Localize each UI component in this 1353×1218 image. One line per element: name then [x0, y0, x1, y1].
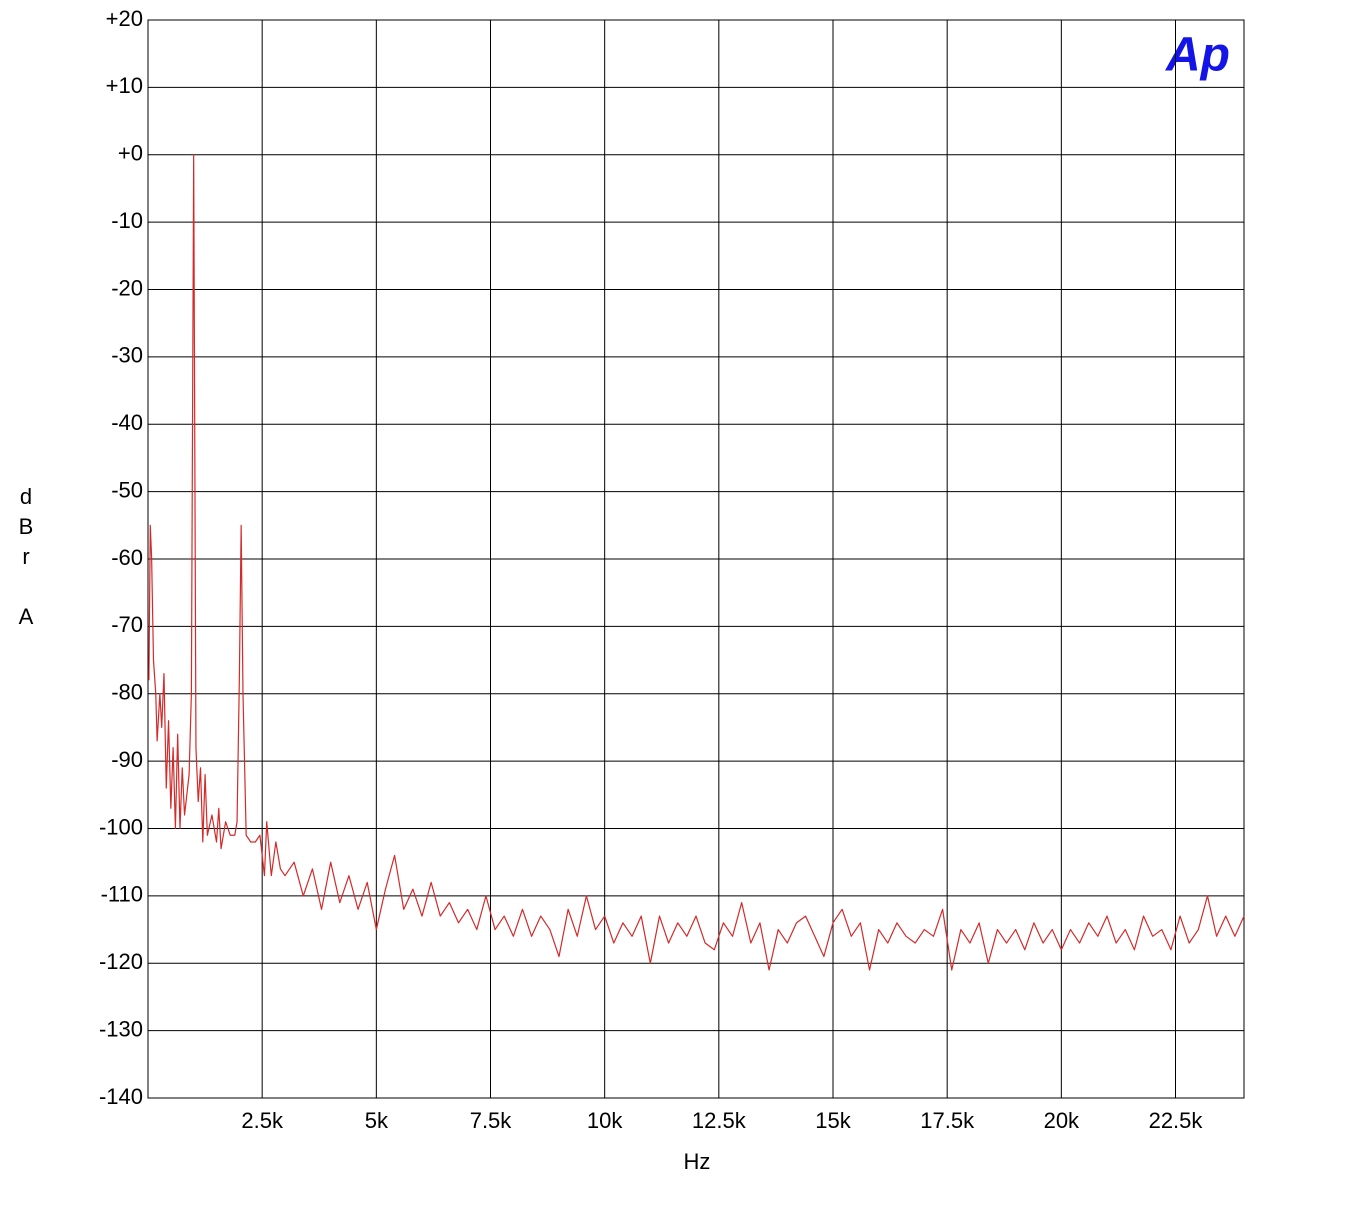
y-tick-label: -100 [99, 814, 143, 839]
y-tick-label: -20 [111, 275, 143, 300]
x-tick-label: 22.5k [1149, 1108, 1204, 1133]
y-tick-label: -70 [111, 612, 143, 637]
x-tick-label: 17.5k [920, 1108, 975, 1133]
y-tick-label: +10 [106, 73, 143, 98]
y-tick-label: -60 [111, 545, 143, 570]
x-tick-label: 7.5k [470, 1108, 513, 1133]
x-tick-label: 10k [587, 1108, 623, 1133]
logo: Ap [1165, 29, 1230, 82]
x-tick-label: 5k [365, 1108, 389, 1133]
y-tick-label: +0 [118, 141, 143, 166]
y-tick-label: -40 [111, 410, 143, 435]
y-tick-label: -30 [111, 343, 143, 368]
y-tick-label: -90 [111, 747, 143, 772]
y-tick-label: -140 [99, 1084, 143, 1109]
y-tick-label: -110 [101, 882, 143, 907]
x-axis-label: Hz [684, 1149, 711, 1174]
y-tick-label: -10 [111, 208, 143, 233]
x-tick-label: 12.5k [692, 1108, 747, 1133]
x-tick-label: 2.5k [241, 1108, 284, 1133]
y-tick-label: -120 [99, 949, 143, 974]
x-tick-label: 15k [815, 1108, 851, 1133]
y-tick-label: -80 [111, 680, 143, 705]
data-line [148, 154, 1245, 971]
y-tick-label: +20 [106, 6, 143, 31]
y-tick-label: -50 [111, 477, 143, 502]
x-tick-label: 20k [1044, 1108, 1080, 1133]
y-tick-label: -130 [99, 1016, 143, 1041]
